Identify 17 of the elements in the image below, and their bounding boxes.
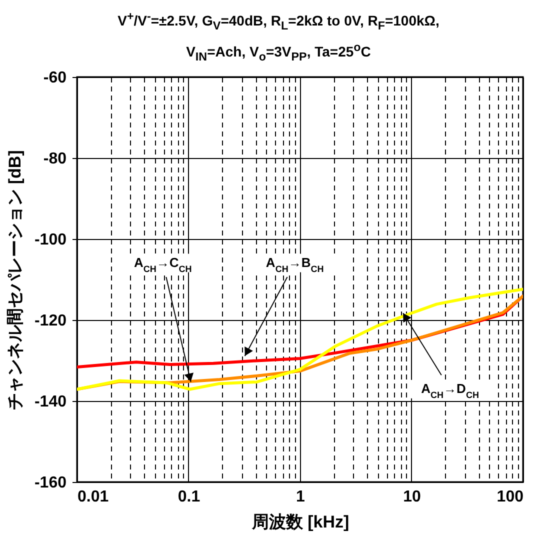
y-tick-label: -60 xyxy=(43,70,67,86)
annotation: A$_{CH}$→D$_{CH}$ xyxy=(421,381,479,400)
y-tick-label: -160 xyxy=(34,474,67,492)
y-tick-label: -120 xyxy=(34,312,67,330)
x-tick-label: 1 xyxy=(296,488,306,506)
y-tick-label: -140 xyxy=(34,394,67,410)
chart-title: V$^{+}$/V$^{-}$=±2.5V, G$_{V}$=40dB, R$_{L}$=2kΩ to 0V, R$_{F}$=100kΩ, V$_{IN}$=Ach, V$_{o}$=3V$_{PP}$, Ta=25$^{o}$C xyxy=(118,10,440,64)
x-tick-label: 0.1 xyxy=(178,488,200,506)
annotation: A$_{CH}$→B$_{CH}$ xyxy=(266,255,324,274)
x-tick-label: 10 xyxy=(403,488,421,506)
y-tick-label: -80 xyxy=(43,150,67,168)
annotation: A$_{CH}$→C$_{CH}$ xyxy=(134,254,192,274)
x-axis-title: 周波数 [kHz] xyxy=(250,512,350,532)
y-axis-title: チャンネル間セパレーション [dB] xyxy=(5,150,24,410)
x-tick-label: 100 xyxy=(496,488,524,506)
x-tick-label: 0.01 xyxy=(78,488,109,506)
y-tick-label: -100 xyxy=(34,232,67,248)
